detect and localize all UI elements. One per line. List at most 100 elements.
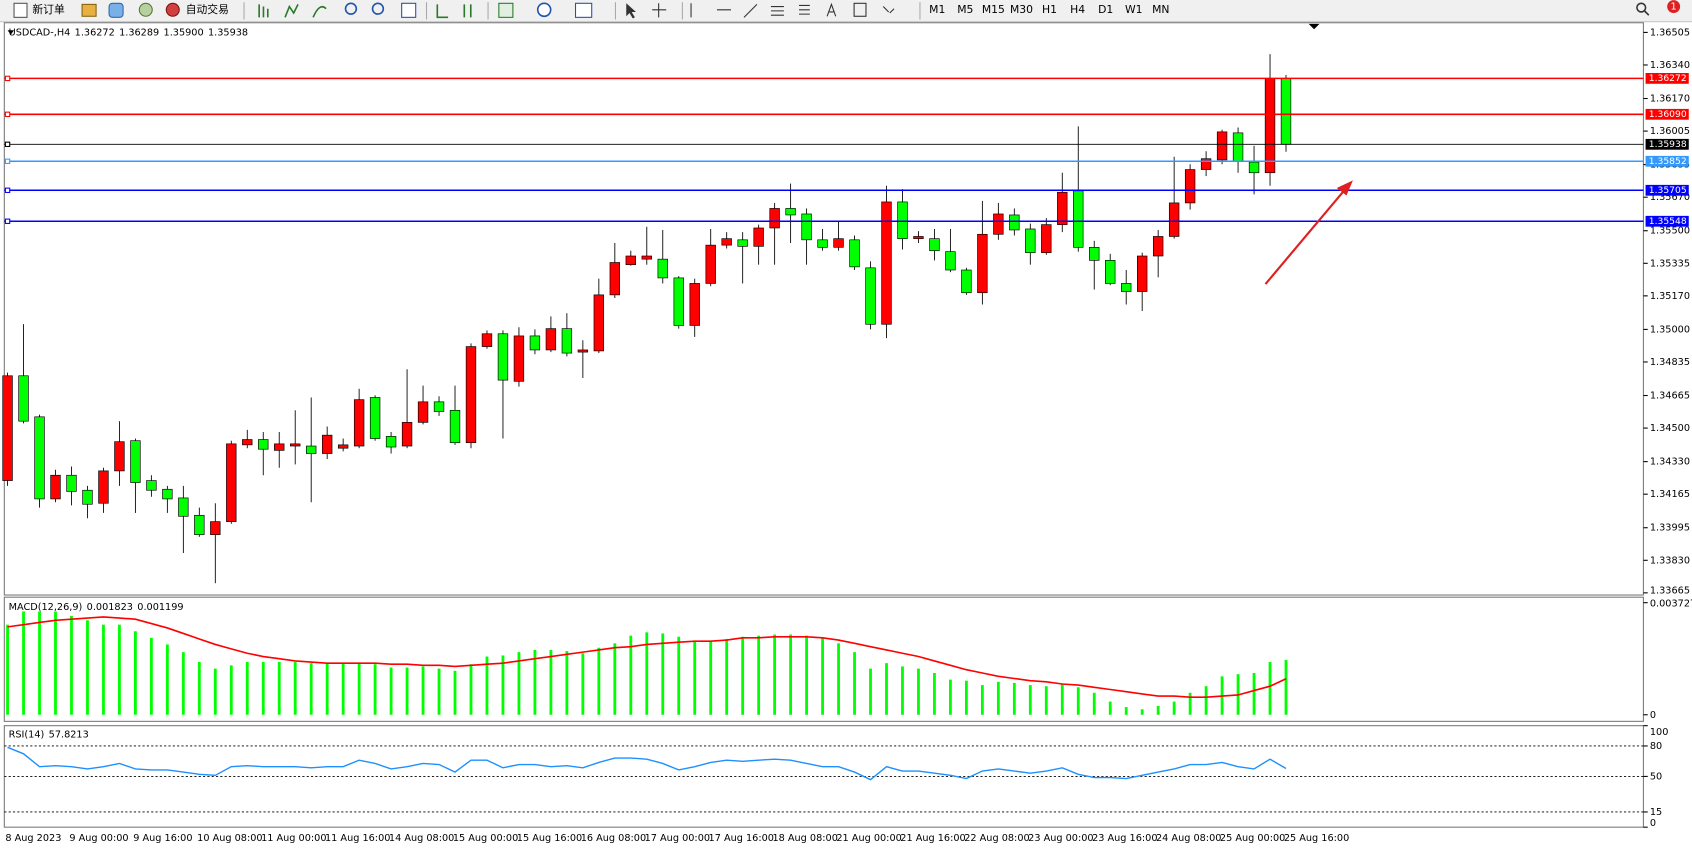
- level-tag: [1645, 72, 1689, 84]
- tile[interactable]: [401, 2, 417, 18]
- y-tick-label: 15: [1650, 807, 1662, 818]
- macd-bar: [1140, 709, 1144, 715]
- new-order-button[interactable]: 新订单: [13, 2, 65, 18]
- y-tick-label: 1.35670: [1650, 192, 1690, 203]
- chart-window: [4, 22, 1692, 851]
- y-tick-label: 1.34500: [1650, 423, 1690, 434]
- toolbar-bg: [0, 0, 1692, 22]
- macd-bar: [1060, 684, 1064, 715]
- search[interactable]: [1636, 2, 1647, 13]
- macd-bar: [405, 667, 409, 715]
- y-tick-label: 0.003727: [1650, 599, 1692, 610]
- candle-body: [50, 474, 61, 500]
- timeframe-button[interactable]: M1: [929, 3, 945, 16]
- timeframe-button[interactable]: W1: [1125, 3, 1143, 16]
- icon[interactable]: [574, 2, 593, 18]
- macd-bar: [165, 644, 169, 715]
- header-part: 57.8213: [49, 729, 89, 740]
- candle-body: [913, 236, 924, 239]
- macd-bar: [821, 637, 824, 715]
- candle-body: [481, 333, 493, 347]
- badge-count[interactable]: 1: [1671, 2, 1677, 13]
- icon[interactable]: [284, 4, 299, 18]
- macd-bar: [1124, 707, 1128, 715]
- icon[interactable]: [108, 2, 124, 18]
- candle-body: [593, 294, 605, 352]
- auto-trading-label[interactable]: 自动交易: [186, 3, 229, 16]
- candle-body: [162, 488, 173, 500]
- icon[interactable]: [463, 4, 472, 18]
- candle-body: [1121, 283, 1132, 292]
- macd-bar: [229, 665, 233, 715]
- zoom-out[interactable]: [371, 2, 385, 15]
- y-tick-label: 100: [1650, 727, 1669, 738]
- timeframe-button[interactable]: M15: [982, 3, 1005, 16]
- macd-bar: [501, 655, 505, 715]
- macd-bar: [597, 647, 601, 715]
- panel-header: RSI(14) 57.8213: [9, 729, 89, 740]
- macd-bar: [581, 653, 585, 715]
- candle-body: [1184, 169, 1196, 204]
- macd-bar: [613, 643, 617, 715]
- candle-body: [1057, 191, 1068, 225]
- y-tick-label: 1.36505: [1650, 27, 1690, 38]
- level-handle: [4, 141, 11, 148]
- x-tick-label: 9 Aug 00:00: [69, 833, 128, 844]
- macd-bar: [181, 652, 185, 715]
- macd-bar: [453, 670, 457, 715]
- y-tick-label: 1.34330: [1650, 457, 1690, 468]
- macd-bar: [917, 668, 920, 715]
- y-tick-label: 1.34835: [1650, 357, 1690, 368]
- candle-body: [929, 238, 940, 251]
- search[interactable]: [1643, 10, 1650, 16]
- candle-body: [529, 335, 541, 351]
- icon[interactable]: [312, 6, 327, 18]
- candle-body: [1232, 132, 1244, 162]
- arrows-tool[interactable]: [882, 6, 895, 14]
- timeframe-button[interactable]: M30: [1010, 3, 1033, 16]
- icon[interactable]: [436, 4, 449, 19]
- text-tool[interactable]: [826, 2, 837, 17]
- macd-bar: [996, 681, 1000, 715]
- candle-body: [226, 443, 237, 522]
- cursor[interactable]: [626, 3, 636, 19]
- level-label: 1.36272: [1649, 73, 1687, 84]
- crosshair[interactable]: [652, 3, 667, 18]
- icon[interactable]: [81, 3, 97, 17]
- candle-body: [641, 255, 652, 260]
- timeframe-button[interactable]: H1: [1042, 3, 1057, 16]
- macd-bar: [901, 666, 904, 715]
- notification-badge[interactable]: [1667, 0, 1681, 14]
- y-tick-label: 1.33830: [1650, 555, 1690, 566]
- timeframe-button[interactable]: H4: [1070, 3, 1085, 16]
- candle-body: [98, 470, 109, 504]
- shift-marker: [1308, 23, 1320, 30]
- icon[interactable]: [258, 4, 269, 18]
- label-tool[interactable]: [853, 2, 867, 17]
- timeframe-button[interactable]: M5: [957, 3, 973, 16]
- draw-tools[interactable]: [770, 4, 810, 16]
- candle-body: [705, 244, 716, 284]
- x-tick-label: 25 Aug 00:00: [1220, 833, 1285, 844]
- icon[interactable]: [536, 2, 552, 18]
- macd-bar: [118, 624, 121, 715]
- macd-bar: [1268, 662, 1272, 715]
- y-tick-label: 1.35335: [1650, 258, 1690, 269]
- draw-tools[interactable]: [690, 3, 758, 18]
- toolbar: 新订单 自动交易 M1 M5 M15 M30 H1 H4 D1 W1 MN: [0, 0, 1692, 23]
- candle-body: [34, 416, 45, 500]
- macd-bar: [197, 662, 201, 715]
- macd-bar: [565, 651, 569, 715]
- macd-bar: [341, 663, 345, 715]
- timeframe-button[interactable]: D1: [1098, 3, 1113, 16]
- icon[interactable]: [498, 2, 514, 18]
- macd-bar: [709, 641, 713, 715]
- timeframe-button[interactable]: MN: [1152, 3, 1169, 16]
- icon[interactable]: [138, 2, 153, 17]
- zoom-in[interactable]: [344, 2, 358, 15]
- new-order-label[interactable]: 新订单: [32, 3, 65, 16]
- macd-bar: [1012, 682, 1016, 715]
- level-handle: [4, 218, 11, 224]
- auto-trading-button[interactable]: 自动交易: [165, 2, 229, 17]
